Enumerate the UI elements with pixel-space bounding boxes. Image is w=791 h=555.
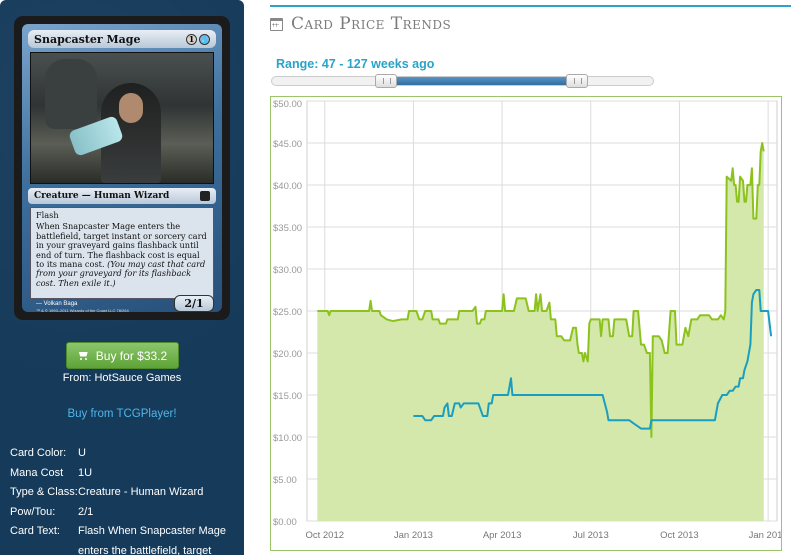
y-tick-label: $15.00 — [273, 391, 302, 402]
card-frame: Snapcaster Mage 1 💧 Creature — Human Wiz… — [22, 24, 222, 315]
property-value: 1U — [78, 466, 93, 479]
property-key: Card Color: — [10, 447, 67, 459]
property-row: Card Text: Flash When Snapcaster Mage en… — [10, 522, 240, 555]
property-row: Type & Class: Creature - Human Wizard — [10, 483, 240, 503]
property-row: Mana Cost 1U — [10, 464, 240, 484]
brush-icon: — — [36, 301, 42, 307]
y-tick-label: $45.00 — [273, 139, 302, 150]
range-slider[interactable] — [271, 74, 654, 88]
calendar-icon — [270, 17, 283, 31]
card-footer: — Volkan Baga ™ & © 1993–2011 Wizards of… — [28, 295, 216, 315]
y-tick-label: $0.00 — [273, 517, 297, 528]
x-tick-label: Jan 2014 — [749, 530, 781, 541]
property-value: U — [78, 447, 86, 459]
series-line-0 — [317, 142, 765, 438]
price-chart: $0.00 $5.00 $10.00 $15.00 $20.00 $25.00 $30.00… — [270, 96, 788, 551]
card-reminder-text: (You may cast that card from your gravey… — [36, 259, 206, 288]
x-tick-label: Jul 2013 — [573, 530, 609, 541]
property-key: Mana Cost — [10, 466, 64, 479]
y-tick-label: $40.00 — [273, 181, 302, 192]
trends-title: Card Price Trends — [291, 14, 452, 34]
mana-cost-symbols: 1 💧 — [186, 33, 210, 45]
range-slider-max-handle[interactable] — [565, 74, 588, 88]
range-slider-selection — [386, 77, 577, 85]
property-row: Card Color: U — [10, 444, 240, 464]
property-key: Type & Class: — [10, 486, 78, 498]
buy-button-label: Buy for $33.2 — [95, 348, 168, 363]
range-label: Range: 47 - 127 weeks ago — [276, 57, 435, 71]
card-text-box: Flash When Snapcaster Mage enters the ba… — [30, 207, 214, 299]
card-rules-main: When Snapcaster Mage enters the battlefi… — [36, 221, 207, 270]
card-type-line-bar: Creature — Human Wizard — [28, 188, 216, 204]
range-slider-min-handle[interactable] — [375, 74, 398, 88]
x-tick-label: Jan 2013 — [394, 530, 433, 541]
y-tick-label: $50.00 — [273, 99, 302, 110]
section-divider — [270, 5, 791, 7]
card-art — [30, 52, 214, 184]
wizard-face-illustration — [119, 93, 143, 123]
shopping-cart-icon — [78, 351, 90, 361]
card-power-toughness: 2/1 — [174, 295, 214, 312]
x-tick-label: Oct 2013 — [660, 530, 699, 541]
card-properties: Card Color: U Mana Cost 1U Type & Class:… — [10, 444, 240, 555]
y-tick-label: $35.00 — [273, 223, 302, 234]
series-line-1 — [413, 289, 773, 430]
price-chart-svg: $0.00 $5.00 $10.00 $15.00 $20.00 $25.00 $30.00… — [273, 99, 788, 541]
generic-mana-icon: 1 — [186, 33, 197, 45]
card-sidebar: Snapcaster Mage 1 💧 Creature — Human Wiz… — [0, 0, 244, 555]
chart-ticks: $0.00 $5.00 $10.00 $15.00 $20.00 $25.00 $30.00… — [273, 99, 788, 541]
card-rules-text: When Snapcaster Mage enters the battlefi… — [36, 222, 208, 288]
card-artist: — Volkan Baga — [36, 301, 77, 307]
blue-mana-icon: 💧 — [199, 33, 210, 45]
card-artist-name: Volkan Baga — [43, 301, 78, 307]
x-tick-label: Oct 2012 — [305, 530, 344, 541]
property-value: 2/1 — [78, 505, 94, 518]
card-keyword: Flash — [36, 210, 59, 220]
card-title-bar: Snapcaster Mage 1 💧 — [28, 30, 216, 48]
buy-button[interactable]: Buy for $33.2 — [66, 342, 179, 369]
chart-series — [317, 142, 773, 521]
dragon-statue-illustration — [45, 59, 97, 129]
card-copyright: ™ & © 1993–2011 Wizards of the Coast LLC… — [36, 308, 129, 313]
trends-header: Card Price Trends — [270, 14, 451, 34]
tcgplayer-link[interactable]: Buy from TCGPlayer! — [67, 408, 177, 420]
property-row: Pow/Tou: 2/1 — [10, 503, 240, 523]
seller-text: From: HotSauce Games — [62, 372, 182, 384]
y-tick-label: $10.00 — [273, 433, 302, 444]
property-value: Flash When Snapcaster Mage enters the ba… — [78, 525, 226, 555]
card-type-line: Creature — Human Wizard — [34, 191, 170, 201]
set-symbol-icon — [200, 191, 210, 201]
property-value: Creature - Human Wizard — [78, 486, 204, 498]
card-image: Snapcaster Mage 1 💧 Creature — Human Wiz… — [14, 16, 230, 320]
card-name: Snapcaster Mage — [34, 32, 141, 46]
property-key: Pow/Tou: — [10, 505, 56, 518]
property-key: Card Text: — [10, 525, 60, 537]
y-tick-label: $25.00 — [273, 307, 302, 318]
x-tick-label: Apr 2013 — [483, 530, 522, 541]
y-tick-label: $5.00 — [273, 475, 297, 486]
y-tick-label: $20.00 — [273, 349, 302, 360]
y-tick-label: $30.00 — [273, 265, 302, 276]
